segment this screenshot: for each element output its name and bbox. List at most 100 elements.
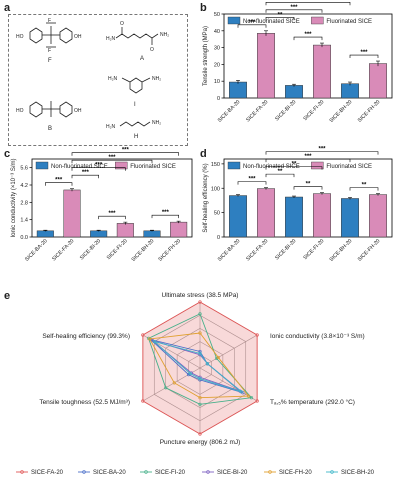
significance-bracket bbox=[71, 152, 179, 156]
y-tick-label: 5.6 bbox=[20, 166, 28, 172]
y-tick-label: 100 bbox=[211, 186, 220, 192]
y-tick-label: 50 bbox=[214, 12, 220, 18]
bar bbox=[257, 188, 275, 238]
radar-point bbox=[198, 376, 202, 381]
plot-frame bbox=[31, 158, 193, 238]
legend-label-flu: Fluorinated SICE bbox=[326, 19, 372, 25]
x-tick-label: SICE-FA-20 bbox=[245, 238, 269, 262]
significance-label: *** bbox=[304, 32, 312, 38]
radar-point bbox=[198, 349, 202, 354]
significance-label: *** bbox=[108, 211, 116, 217]
struct-f-top: F bbox=[48, 18, 51, 24]
struct-nh2-a: NH₂ bbox=[160, 32, 169, 38]
bar bbox=[369, 194, 387, 238]
legend-swatch-flu bbox=[114, 161, 128, 170]
radar-axis-label: Ionic conductivity (3.8×10⁻³ S/m) bbox=[270, 333, 365, 340]
radar-point bbox=[198, 312, 202, 316]
x-tick-label: SICE-BA-20 bbox=[24, 238, 49, 263]
significance-bracket bbox=[71, 167, 126, 171]
bar bbox=[90, 230, 108, 238]
legend-label-non: Non-fluorinated SICE bbox=[51, 164, 108, 170]
x-tick-label: SICE-FI-20 bbox=[106, 238, 129, 261]
x-tick-label: SICE-BI-20 bbox=[274, 99, 297, 122]
legend-series-label: SICE-FI-20 bbox=[155, 470, 186, 476]
y-tick-label: 20 bbox=[214, 62, 220, 68]
legend-series-label: SICE-BA-20 bbox=[93, 470, 126, 476]
radar-chart: Ultimate stress (38.5 MPa) Ionic conducti… bbox=[16, 292, 375, 476]
radar-point bbox=[148, 337, 152, 341]
struct-nh2-i: NH₂ bbox=[152, 76, 161, 82]
radar-spoke bbox=[199, 334, 258, 369]
legend-marker bbox=[206, 470, 210, 474]
significance-label: ** bbox=[278, 12, 283, 18]
legend-series-label: SICE-BI-20 bbox=[217, 470, 248, 476]
panel-c-letter: c bbox=[4, 148, 11, 160]
significance-label: *** bbox=[318, 147, 326, 153]
struct-o-a1: O bbox=[120, 21, 124, 27]
bar bbox=[257, 33, 275, 99]
y-tick-label: 0.0 bbox=[20, 235, 28, 241]
significance-bracket bbox=[71, 174, 99, 179]
legend-swatch-non bbox=[227, 161, 241, 170]
radar-series bbox=[148, 332, 250, 399]
x-tick-label: SICE-BI-20 bbox=[79, 238, 102, 261]
radar-point bbox=[198, 432, 202, 436]
legend-label-non: Non-fluorinated SICE bbox=[243, 164, 300, 170]
significance-bracket bbox=[265, 173, 295, 178]
y-axis-label: Self-healing efficiency (%) bbox=[203, 163, 209, 232]
significance-label: ** bbox=[292, 162, 297, 168]
bar bbox=[285, 85, 303, 99]
significance-bracket bbox=[265, 151, 379, 155]
chemical-structures: HO OH F F HO OH H₂N NH₂ O O H₂N NH₂ H₂N … bbox=[16, 18, 169, 140]
y-axis-label: Tensile strength (MPa) bbox=[203, 26, 209, 86]
bar bbox=[143, 230, 161, 238]
bar bbox=[170, 221, 188, 238]
radar-point bbox=[255, 333, 259, 337]
struct-label-i: I bbox=[134, 102, 136, 108]
radar-axis-label: Tensile toughness (52.5 MJ/m³) bbox=[39, 399, 130, 406]
struct-f-bottom: F bbox=[48, 48, 51, 54]
bar bbox=[36, 230, 54, 238]
x-tick-label: SICE-FH-20 bbox=[157, 238, 182, 263]
radar-point bbox=[216, 355, 220, 360]
radar-axis-label: Self-healing efficiency (99.3%) bbox=[42, 333, 130, 340]
radar-axis-label: Puncture energy (806.2 mJ) bbox=[160, 439, 241, 446]
radar-point bbox=[152, 339, 156, 344]
legend-series-label: SICE-FH-20 bbox=[279, 470, 312, 476]
legend-series-label: SICE-BH-20 bbox=[341, 470, 375, 476]
y-tick-label: 10 bbox=[214, 79, 220, 85]
legend-marker bbox=[20, 470, 24, 474]
significance-bracket bbox=[98, 215, 126, 220]
y-axis-label: Ionic conductivity (×10⁻³ S/m) bbox=[11, 158, 17, 237]
significance-label: *** bbox=[304, 154, 312, 160]
struct-h2n-i: H₂N bbox=[108, 76, 118, 82]
significance-bracket bbox=[293, 186, 323, 190]
bar bbox=[229, 195, 247, 238]
significance-label: *** bbox=[55, 178, 63, 184]
struct-oh-f: OH bbox=[74, 34, 82, 40]
legend-label-flu: Fluorinated SICE bbox=[130, 164, 176, 170]
radar-point bbox=[172, 381, 176, 385]
radar-point bbox=[198, 396, 202, 400]
radar-point bbox=[141, 333, 145, 337]
radar-series bbox=[153, 341, 242, 393]
significance-bracket bbox=[265, 166, 323, 170]
radar-point bbox=[198, 331, 202, 335]
x-tick-label: SICE-BH-20 bbox=[329, 238, 354, 263]
x-tick-label: SICE-BA-20 bbox=[217, 238, 242, 263]
legend-label-flu: Fluorinated SICE bbox=[326, 164, 372, 170]
radar-point bbox=[198, 402, 202, 406]
y-tick-label: 2.8 bbox=[20, 200, 28, 206]
plot-frame bbox=[223, 13, 393, 99]
legend-label-non: Non-fluorinated SICE bbox=[243, 19, 300, 25]
bar bbox=[313, 44, 331, 99]
bar bbox=[369, 63, 387, 99]
significance-label: *** bbox=[290, 5, 298, 11]
radar-point bbox=[188, 372, 192, 376]
x-tick-label: SICE-FA-20 bbox=[245, 99, 269, 123]
structures-box bbox=[8, 14, 188, 146]
legend-swatch-flu bbox=[311, 16, 324, 25]
bar bbox=[229, 81, 247, 99]
significance-bracket bbox=[45, 182, 73, 186]
y-tick-label: 0 bbox=[217, 235, 220, 241]
